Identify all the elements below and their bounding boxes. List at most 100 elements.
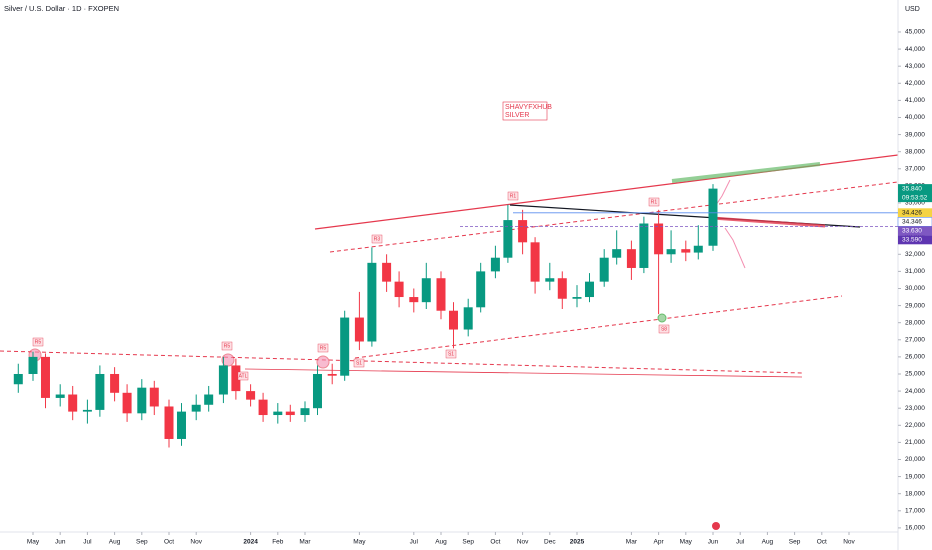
price-tag	[898, 226, 932, 236]
y-tick-label: 31,000	[905, 268, 925, 275]
candle-body	[503, 220, 513, 258]
y-tick-label: 16,000	[905, 525, 925, 532]
x-tick-label: Feb	[272, 539, 284, 546]
candle-body	[40, 356, 50, 398]
y-tick-label: 22,000	[905, 422, 925, 429]
annotation: S1	[448, 351, 454, 357]
y-tick-label: 29,000	[905, 302, 925, 309]
event-icon	[712, 522, 720, 530]
x-tick-label: 2025	[570, 539, 585, 546]
x-tick-label: May	[353, 539, 366, 546]
candle-body	[693, 245, 703, 253]
x-tick-label: Jul	[83, 539, 92, 546]
chart-title: Silver / U.S. Dollar · 1D · FXOPEN	[4, 4, 119, 13]
y-tick-label: 45,000	[905, 29, 925, 36]
countdown: 09:53:52	[902, 194, 928, 201]
candle-body	[681, 249, 691, 253]
price-tag	[898, 208, 932, 218]
y-tick-label: 26,000	[905, 354, 925, 361]
price-tag	[898, 184, 932, 203]
candle-body	[463, 307, 473, 330]
candle-body	[354, 317, 364, 342]
y-tick-label: 17,000	[905, 508, 925, 515]
x-tick-label: Jul	[736, 539, 745, 546]
candle-body	[708, 188, 718, 246]
candle-body	[626, 249, 636, 268]
y-tick-label: 43,000	[905, 63, 925, 70]
candle-body	[122, 392, 132, 414]
annotation: R1	[510, 193, 517, 199]
x-tick-label: Apr	[654, 539, 665, 546]
y-tick-label: 24,000	[905, 388, 925, 395]
candle-body	[55, 394, 65, 398]
candle-body	[530, 242, 540, 282]
price-tag-label: 35.840	[902, 186, 922, 193]
x-tick-label: Sep	[789, 539, 801, 546]
x-tick-label: Nov	[843, 539, 855, 546]
arrow	[715, 179, 731, 206]
x-tick-label: May	[27, 539, 40, 546]
y-tick-label: 38,000	[905, 148, 925, 155]
x-tick-label: Oct	[490, 539, 500, 546]
candle-body	[584, 281, 594, 298]
candle-body	[327, 373, 337, 376]
arrow	[724, 227, 746, 269]
y-tick-label: 20,000	[905, 456, 925, 463]
candle-body	[204, 394, 214, 405]
candle-body	[28, 356, 38, 374]
x-tick-label: 2024	[243, 539, 258, 546]
y-tick-label: 37,000	[905, 166, 925, 173]
candle-body	[273, 411, 283, 416]
candle-body	[300, 408, 310, 416]
watermark: SHAVYFXHUB	[505, 104, 552, 111]
x-tick-label: Nov	[190, 539, 202, 546]
candle-body	[82, 409, 92, 412]
y-tick-label: 28,000	[905, 319, 925, 326]
candle-body	[666, 249, 676, 255]
candle-body	[231, 365, 241, 392]
candle-body	[191, 404, 201, 412]
candle-body	[68, 394, 78, 412]
annotation-box	[648, 197, 660, 207]
x-tick-label: Jun	[708, 539, 719, 546]
candle-body	[572, 297, 582, 299]
annotation: S8	[661, 326, 667, 332]
marker	[657, 313, 667, 323]
annotation-box	[317, 343, 329, 353]
x-tick-label: Dec	[544, 539, 556, 546]
annotation-box	[32, 337, 44, 347]
annotation-box	[371, 234, 383, 244]
trend-line	[244, 368, 803, 378]
x-tick-label: Aug	[109, 539, 121, 546]
trend-line	[354, 295, 843, 359]
annotation-box	[237, 371, 249, 381]
price-tag-label: 33.630	[902, 228, 922, 235]
y-tick-label: 30,000	[905, 285, 925, 292]
annotation: R1	[651, 199, 658, 205]
y-tick-label: 41,000	[905, 97, 925, 104]
x-tick-label: Mar	[626, 539, 638, 546]
price-tag-label: 33.590	[902, 237, 922, 244]
candle-body	[436, 278, 446, 311]
x-tick-label: Mar	[299, 539, 311, 546]
candle-body	[149, 387, 159, 407]
y-tick-label: 25,000	[905, 371, 925, 378]
annotation: ATL	[239, 373, 248, 379]
candle-body	[176, 411, 186, 439]
x-tick-label: Aug	[435, 539, 447, 546]
y-tick-label: 32,000	[905, 251, 925, 258]
y-tick-label: 42,000	[905, 80, 925, 87]
annotation-box	[445, 349, 457, 359]
y-tick-label: 21,000	[905, 439, 925, 446]
annotation-box	[507, 191, 519, 201]
marker	[221, 353, 235, 367]
annotation: S1	[356, 360, 362, 366]
x-tick-label: Aug	[762, 539, 774, 546]
candle-body	[639, 223, 649, 268]
y-tick-label: 40,000	[905, 114, 925, 121]
candle-body	[312, 373, 322, 409]
candle-body	[367, 262, 377, 342]
candle-body	[340, 317, 350, 376]
